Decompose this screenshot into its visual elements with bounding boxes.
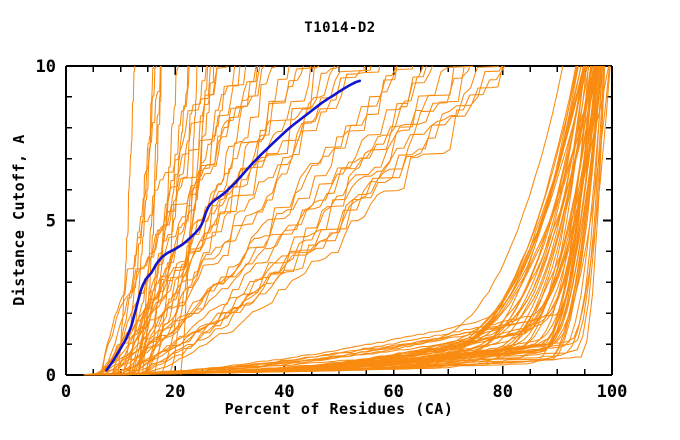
model-curve [133, 65, 505, 375]
model-curve [122, 65, 241, 374]
y-tick-label: 10 [36, 57, 56, 77]
model-curve [109, 65, 465, 376]
x-tick-label: 0 [61, 382, 71, 402]
model-curve [122, 65, 155, 375]
model-curve [89, 65, 589, 376]
y-tick-labels: 0 5 10 [36, 57, 56, 386]
page-title: T1014-D2 [304, 20, 375, 36]
highlighted-model-curve-path [105, 79, 362, 372]
model-curve [103, 65, 474, 375]
x-axis-label: Percent of Residues (CA) [225, 400, 454, 418]
y-tick-label: 5 [46, 212, 56, 232]
other-model-curves [83, 65, 611, 376]
x-tick-label: 100 [597, 382, 628, 402]
model-curve [137, 65, 207, 375]
model-curve [128, 65, 433, 376]
model-curve [93, 65, 427, 375]
model-curve [105, 65, 247, 374]
model-curve [97, 65, 312, 376]
model-curve [133, 65, 259, 375]
model-curve [129, 65, 424, 375]
y-axis-label: Distance Cutoff, A [10, 134, 28, 306]
x-tick-label: 20 [165, 382, 185, 402]
y-tick-label: 0 [46, 366, 56, 386]
model-curve [97, 65, 339, 375]
model-curve [106, 65, 257, 374]
model-curve [100, 65, 335, 376]
model-curve [96, 65, 381, 375]
model-curve [101, 65, 211, 375]
model-curve [129, 65, 372, 375]
model-curve [100, 65, 266, 375]
model-curve [147, 65, 179, 375]
model-curve [134, 65, 504, 376]
model-curve [111, 65, 414, 376]
x-tick-label: 60 [383, 382, 403, 402]
model-curve [93, 65, 471, 376]
x-tick-label: 80 [493, 382, 513, 402]
model-curve [110, 65, 366, 375]
model-curve [137, 65, 316, 375]
model-curve [101, 65, 398, 375]
model-curve [104, 65, 599, 375]
model-curve [137, 65, 162, 375]
highlighted-model-curve [105, 79, 362, 372]
x-tick-labels: 0 20 40 60 80 100 [61, 382, 627, 402]
x-tick-label: 40 [274, 382, 294, 402]
model-curve [100, 65, 564, 376]
